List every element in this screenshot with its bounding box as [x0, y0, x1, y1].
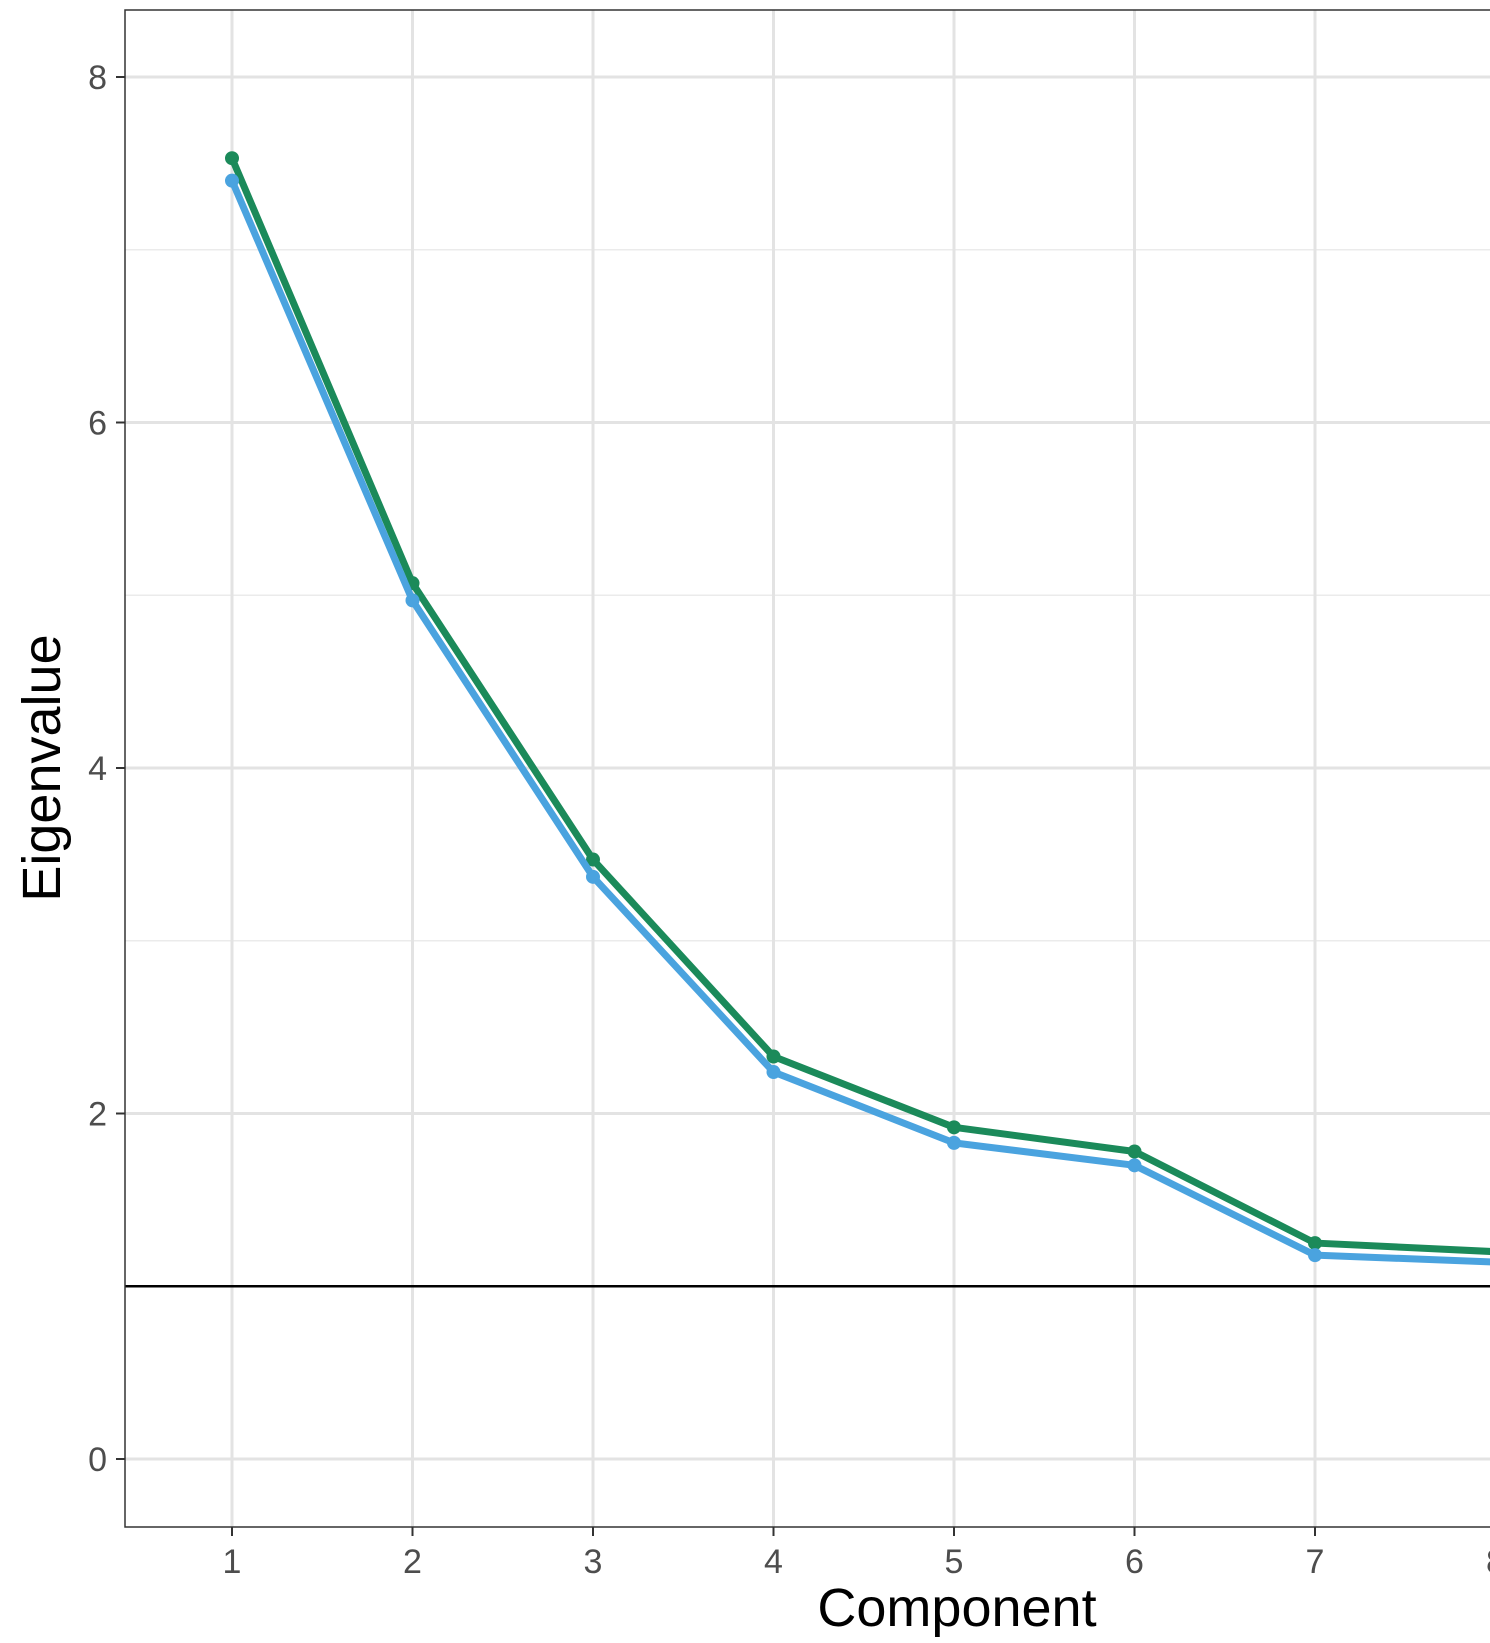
x-tick-label: 3	[584, 1543, 603, 1581]
x-tick-label: 2	[403, 1543, 422, 1581]
series-layer	[225, 151, 1490, 1266]
x-tick-label: 5	[945, 1543, 964, 1581]
x-tick-label: 8	[1486, 1543, 1490, 1581]
x-axis: 1 2 3 4 5 6 7 8	[223, 1527, 1490, 1581]
data-point	[586, 869, 600, 884]
data-point	[766, 1065, 781, 1080]
series-2	[225, 173, 1490, 1266]
series-1	[225, 151, 1490, 1255]
series-line	[228, 179, 1490, 1266]
y-axis-title: Eigenvalue	[12, 634, 72, 901]
data-point	[1308, 1248, 1322, 1263]
x-axis-title: Component	[817, 1578, 1096, 1638]
y-axis: 0 2 4 6 8	[88, 59, 125, 1479]
data-point	[1127, 1158, 1142, 1173]
series-line	[228, 156, 1490, 1255]
y-tick-label: 0	[88, 1441, 107, 1479]
x-tick-label: 1	[223, 1543, 242, 1581]
x-tick-label: 6	[1125, 1543, 1144, 1581]
y-tick-label: 6	[88, 405, 107, 443]
x-tick-label: 7	[1306, 1543, 1325, 1581]
x-tick-label: 4	[764, 1543, 783, 1581]
data-point	[225, 173, 239, 188]
data-point	[586, 852, 600, 867]
data-point	[1127, 1144, 1142, 1159]
y-tick-label: 2	[88, 1096, 107, 1134]
data-point	[766, 1049, 781, 1064]
data-point	[947, 1135, 961, 1150]
data-point	[405, 593, 420, 608]
y-tick-label: 8	[88, 59, 107, 97]
data-point	[947, 1120, 961, 1135]
y-tick-label: 4	[88, 750, 107, 788]
data-point	[225, 151, 239, 166]
data-point	[1308, 1236, 1322, 1251]
major-gridlines	[125, 10, 1490, 1527]
